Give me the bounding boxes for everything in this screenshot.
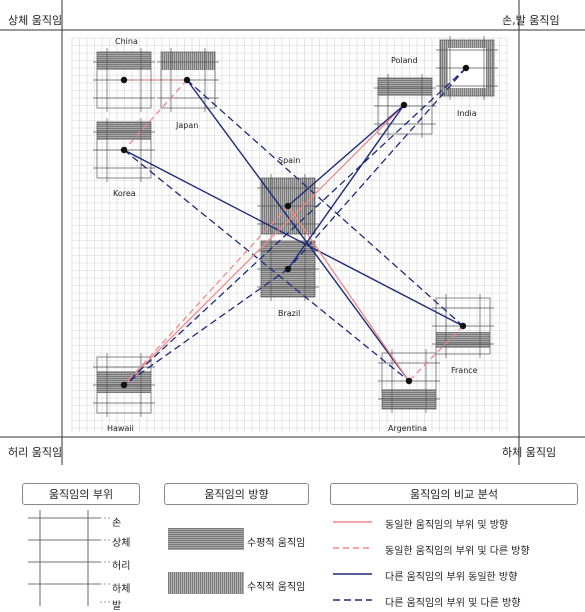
country-dot-korea: [120, 146, 128, 154]
legend-title-direction: 움직임의 방향: [164, 483, 309, 505]
connection-japan-france: [186, 79, 464, 327]
connection-korea-france: [123, 149, 464, 327]
country-dot-brazil: [284, 265, 292, 273]
connection-spain-hawaii: [123, 205, 289, 386]
connection-poland-hawaii: [123, 104, 405, 386]
connection-brazil-hawaii: [123, 268, 289, 386]
corner-label-hands-feet: 손,발 움직임: [502, 14, 560, 27]
legend-vertical-swatch: [168, 572, 244, 594]
connection-india-brazil: [287, 67, 467, 270]
country-label-argentina: Argentina: [388, 424, 427, 433]
country-box-france: [432, 294, 494, 358]
country-label-brazil: Brazil: [278, 309, 300, 318]
connection-japan-korea: [123, 79, 188, 151]
legend-horizontal-swatch: [168, 528, 244, 550]
country-label-china: China: [115, 37, 138, 46]
country-label-poland: Poland: [391, 56, 418, 65]
background-grid: [71, 37, 508, 432]
country-dot-argentina: [405, 377, 413, 385]
legend-part-hand: 손: [112, 518, 122, 529]
country-label-india: India: [457, 109, 477, 118]
connection-brazil-poland: [287, 104, 405, 270]
legend-part-upper-body: 상체: [112, 538, 131, 549]
country-label-japan: Japan: [175, 121, 198, 130]
legend-same-part-diff-direction: 동일한 움직임의 부위 및 다른 방향: [385, 546, 530, 557]
legend-title-body-part: 움직임의 부위: [22, 483, 140, 505]
corner-label-upper-body: 상체 움직임: [8, 14, 63, 27]
legend-diff-part-same-direction: 다른 움직임의 부위 동일한 방향: [385, 572, 518, 583]
legend-same-part-same-direction: 동일한 움직임의 부위 및 방향: [385, 520, 509, 531]
country-dot-spain: [284, 202, 292, 210]
country-label-spain: Spain: [278, 156, 300, 165]
legend-diff-part-diff-direction: 다른 움직임의 부위 및 다른 방향: [385, 598, 521, 609]
country-box-japan: [157, 48, 219, 112]
connection-india-hawaii: [123, 67, 467, 386]
country-dot-china: [120, 76, 128, 84]
legend-vertical-label: 수직적 움직임: [247, 582, 306, 593]
country-label-france: France: [451, 366, 478, 375]
corner-label-waist: 허리 움직임: [8, 446, 63, 459]
connection-lines: [123, 67, 467, 386]
quadrant-axes: [0, 0, 585, 465]
connection-korea-argentina: [123, 149, 410, 382]
country-box-argentina: [378, 349, 440, 413]
country-label-hawaii: Hawaii: [107, 424, 134, 433]
connection-spain-argentina: [287, 205, 410, 382]
corner-label-lower-body: 하체 움직임: [502, 446, 557, 459]
country-dot-hawaii: [120, 381, 128, 389]
country-dot-france: [459, 322, 467, 330]
country-dot-india: [462, 64, 470, 72]
connection-poland-spain: [287, 104, 405, 207]
country-dot-poland: [400, 101, 408, 109]
legend-horizontal-label: 수평적 움직임: [247, 538, 306, 549]
legend-title-analysis: 움직임의 비교 분석: [330, 483, 578, 505]
country-dot-japan: [183, 76, 191, 84]
legend-part-waist: 허리: [112, 561, 131, 572]
connection-france-argentina: [408, 325, 464, 382]
country-box-poland: [374, 74, 436, 138]
legend-body-part-grid: [28, 510, 110, 606]
legend-part-foot: 발: [112, 601, 122, 612]
country-label-korea: Korea: [113, 189, 136, 198]
connection-japan-argentina: [186, 79, 410, 382]
legend-part-lower-body: 하체: [112, 584, 131, 595]
